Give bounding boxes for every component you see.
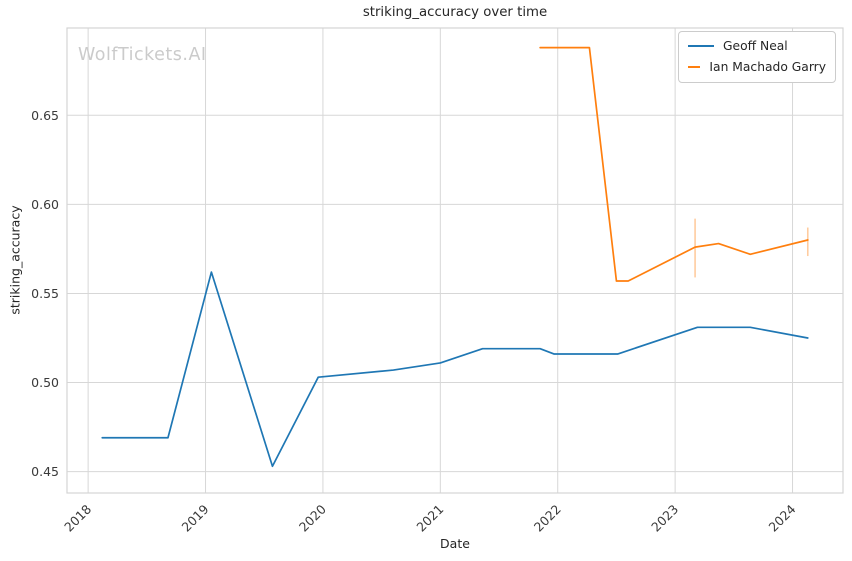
x-tick-label: 2022 — [531, 502, 564, 535]
x-tick-label: 2021 — [413, 502, 446, 535]
y-tick-label: 0.55 — [31, 286, 59, 301]
legend-label: Ian Machado Garry — [709, 60, 826, 74]
plot-border — [66, 27, 844, 494]
x-tick-label: 2024 — [766, 501, 799, 534]
legend-label: Geoff Neal — [723, 39, 788, 53]
legend: Geoff Neal Ian Machado Garry — [678, 31, 836, 83]
series-line-geoff-neal — [101, 271, 809, 468]
y-tick-label: 0.65 — [31, 108, 59, 123]
x-tick-label: 2023 — [648, 502, 681, 535]
x-axis-label: Date — [440, 536, 470, 551]
y-tick-label: 0.60 — [31, 197, 59, 212]
x-tick-label: 2018 — [61, 501, 94, 534]
legend-entry-ian-machado-garry: Ian Machado Garry — [688, 58, 826, 76]
legend-line-swatch-orange — [688, 66, 701, 68]
legend-line-swatch-blue — [688, 45, 714, 47]
y-axis-label: striking_accuracy — [7, 205, 23, 315]
y-tick-label: 0.45 — [31, 464, 59, 479]
chart-title: striking_accuracy over time — [362, 5, 548, 20]
legend-entry-geoff-neal: Geoff Neal — [688, 37, 826, 55]
y-tick-label: 0.50 — [31, 375, 59, 390]
series-line-ian-machado-garry — [539, 46, 809, 282]
watermark: WolfTickets.AI — [78, 45, 207, 65]
x-tick-label: 2019 — [179, 501, 212, 534]
x-tick-label: 2020 — [296, 501, 329, 534]
